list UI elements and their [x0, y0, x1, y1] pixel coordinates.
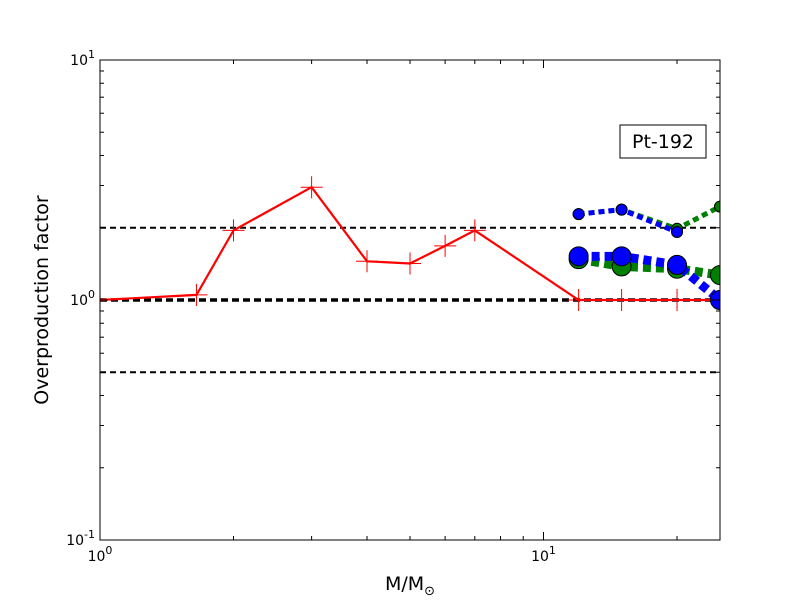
series-4 — [568, 246, 720, 310]
annotation-box: Pt-192 — [619, 124, 707, 159]
series-0-point-7 — [463, 219, 486, 242]
series-4-line — [578, 251, 720, 304]
y-tick-label-0: 10-1 — [66, 528, 95, 549]
series-0-point-8 — [567, 289, 590, 311]
series-2-point-2 — [671, 226, 684, 239]
series-0-point-2 — [222, 219, 245, 242]
series-0 — [100, 176, 720, 311]
series-0-point-5 — [399, 252, 421, 275]
series-3-line — [577, 254, 720, 280]
x-tick-label-1: 101 — [531, 544, 556, 565]
series-0-point-3 — [300, 176, 323, 199]
series-3-point-3 — [710, 265, 720, 286]
series-0-point-4 — [356, 250, 379, 273]
series-2-point-1 — [615, 203, 628, 216]
series-1-point-3 — [714, 200, 720, 213]
series-2-point-0 — [572, 208, 585, 221]
series-0-point-10 — [666, 289, 689, 311]
y-axis-label: Overproduction factor — [31, 195, 53, 405]
annotation-label: Pt-192 — [632, 131, 694, 153]
x-tick-label-0: 100 — [88, 544, 113, 565]
series-0-point-1 — [185, 283, 208, 306]
series-0-point-6 — [434, 234, 457, 257]
reference-lines — [100, 226, 720, 374]
series-layer — [100, 176, 720, 311]
series-4-point-2 — [667, 254, 688, 275]
series-4-point-0 — [568, 246, 589, 267]
y-tick-label-1: 100 — [70, 288, 95, 309]
x-axis-label-sub: ⊙ — [424, 584, 435, 599]
y-tick-label-2: 101 — [70, 48, 95, 69]
series-0-point-9 — [610, 289, 633, 311]
series-2 — [572, 203, 684, 239]
annotation-frame — [619, 124, 707, 159]
series-4-point-1 — [611, 246, 632, 267]
x-axis-label-main: M/M — [385, 573, 424, 595]
plot-frame — [99, 59, 721, 541]
x-axis-label: M/M⊙ — [385, 573, 435, 599]
